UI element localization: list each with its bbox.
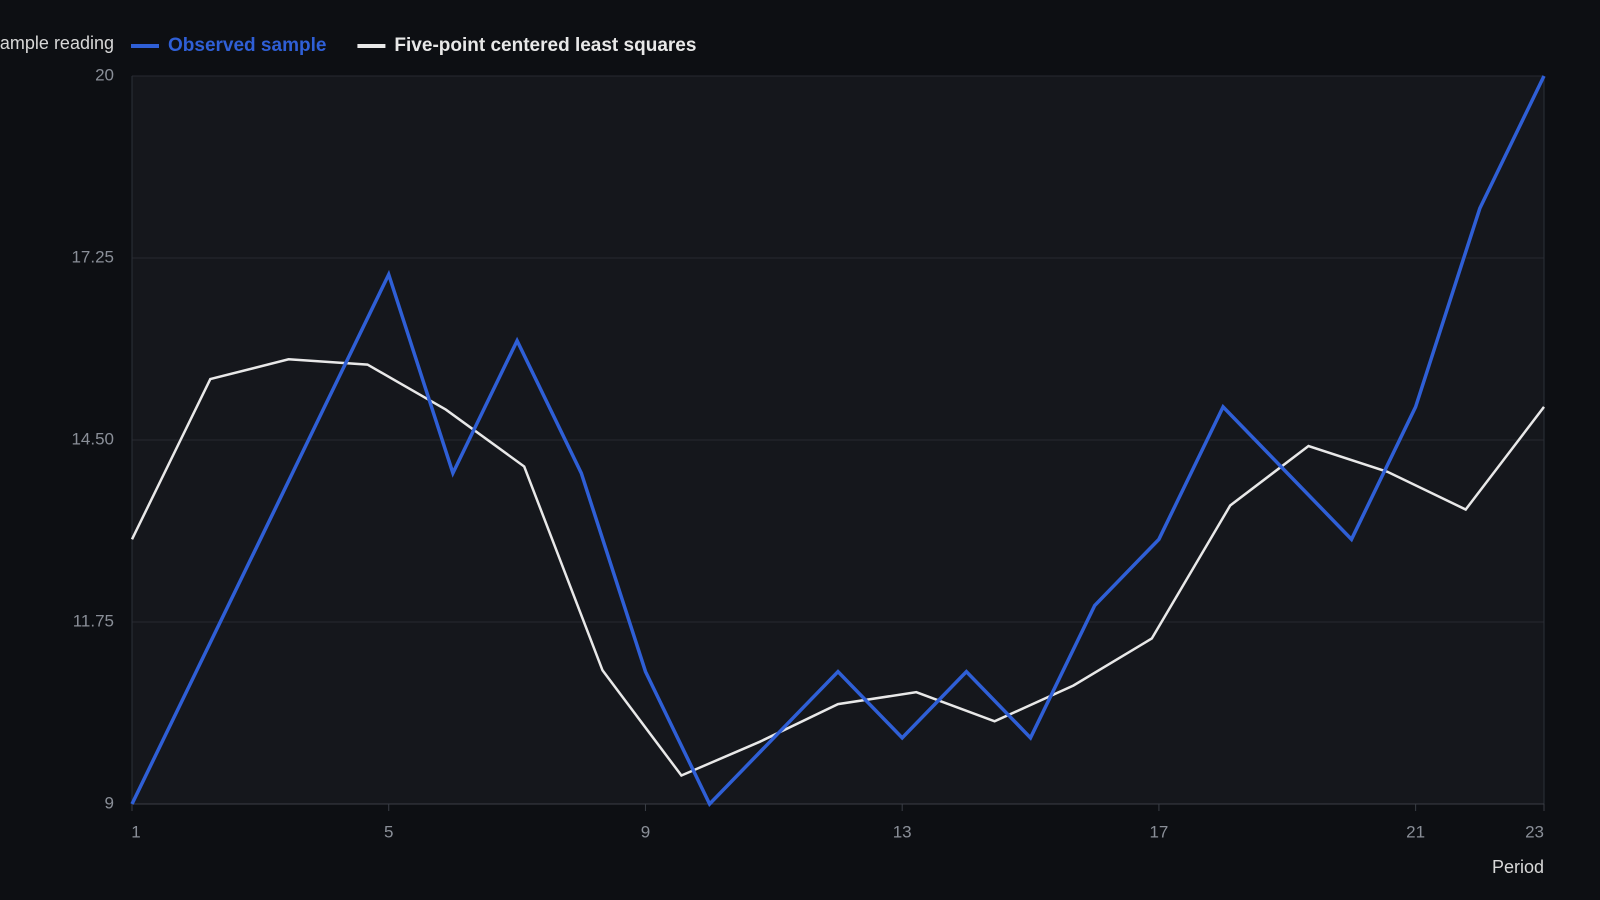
y-tick-label: 11.75: [73, 611, 114, 630]
y-tick-label: 20: [95, 65, 114, 84]
legend-label: Observed sample: [168, 35, 326, 56]
x-tick-label: 21: [1406, 822, 1425, 841]
x-tick-label: 5: [384, 822, 393, 841]
x-axis-label: Period: [1492, 857, 1544, 877]
x-tick-label: 1: [131, 822, 140, 841]
x-tick-label: 23: [1525, 822, 1544, 841]
y-axis-label: Sample reading: [0, 33, 114, 53]
y-tick-label: 9: [105, 793, 114, 812]
series-line: [130, 358, 1545, 778]
x-tick-label: 17: [1149, 822, 1168, 841]
x-tick-label: 9: [641, 822, 650, 841]
y-tick-label: 14.50: [71, 429, 114, 448]
legend-label: Five-point centered least squares: [394, 35, 696, 56]
x-tick-label: 13: [893, 822, 912, 841]
y-tick-label: 17.25: [71, 247, 114, 266]
series-line: [130, 75, 1546, 808]
